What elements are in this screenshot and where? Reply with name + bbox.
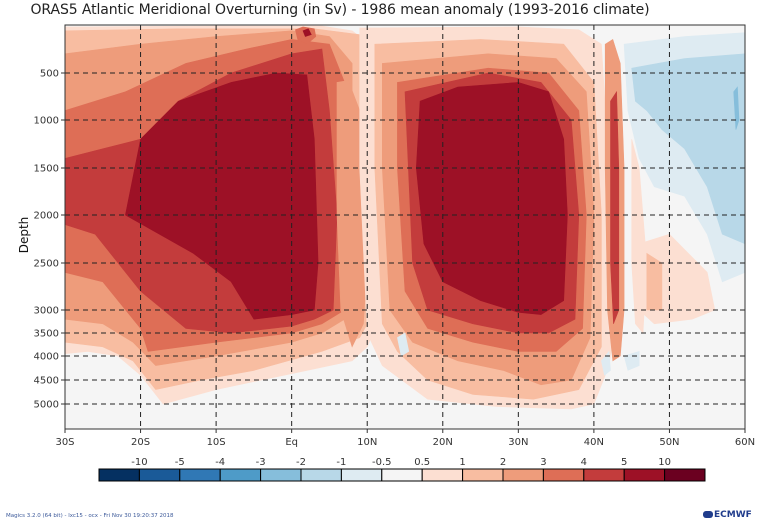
- y-tick-label: 4000: [34, 352, 59, 363]
- x-tick-label: 20S: [131, 437, 150, 448]
- y-tick-label: 1000: [34, 116, 59, 127]
- contour-subpolar-neg-1: [631, 53, 745, 245]
- contour-deep-neg-15n: [397, 332, 410, 357]
- colorbar-label: -3: [256, 457, 266, 468]
- colorbar-label: 2: [500, 457, 506, 468]
- ecmwf-logo-text: ECMWF: [714, 510, 752, 520]
- y-tick-label: 3000: [34, 306, 59, 317]
- x-tick-label: 30S: [55, 437, 74, 448]
- y-tick-label: 1500: [34, 164, 59, 175]
- plot-frame: [64, 24, 746, 430]
- contour-deep-neg-41n: [601, 350, 611, 376]
- colorbar-label: -10: [131, 457, 147, 468]
- x-tick-label: 10S: [207, 437, 226, 448]
- y-tick-label: 500: [40, 69, 59, 80]
- colorbar-label: -1: [336, 457, 346, 468]
- colorbar: -10 -5 -4 -3 -2 -1 -0.5 0.5 1 2 3 4 5 10: [98, 457, 706, 482]
- colorbar-label: -4: [215, 457, 225, 468]
- x-tick-label: 20N: [433, 437, 453, 448]
- colorbar-label: -0.5: [372, 457, 392, 468]
- x-tick-label: 40N: [584, 437, 604, 448]
- contour-40n-core: [610, 90, 620, 324]
- x-axis: 30S 20S 10S Eq 10N 20N 30N 40N 50N 60N: [55, 429, 755, 448]
- colorbar-label: 0.5: [414, 457, 430, 468]
- colorbar-label: 5: [621, 457, 627, 468]
- x-tick-label: 10N: [357, 437, 377, 448]
- colorbar-swatch: [462, 468, 504, 482]
- colorbar-swatch: [138, 468, 181, 482]
- colorbar-swatch: [421, 468, 464, 482]
- y-tick-label: 2000: [34, 211, 59, 222]
- colorbar-label: -5: [175, 457, 185, 468]
- colorbar-swatch: [542, 468, 585, 482]
- colorbar-swatch: [502, 468, 544, 482]
- colorbar-swatch: [583, 468, 625, 482]
- y-axis: 500 1000 1500 2000 2500 3000 3500 4000 4500 5000: [34, 69, 65, 411]
- contour-eq-surface-5: [302, 28, 312, 37]
- colorbar-label: -2: [296, 457, 306, 468]
- x-tick-label: Eq: [285, 437, 298, 448]
- x-tick-label: 30N: [508, 437, 528, 448]
- colorbar-swatch: [98, 468, 140, 482]
- y-tick-label: 5000: [34, 400, 59, 411]
- colorbar-swatch: [300, 468, 342, 482]
- colorbar-swatch: [623, 468, 666, 482]
- colorbar-label: 4: [581, 457, 587, 468]
- colorbar-swatch: [260, 468, 302, 482]
- chart-title: ORAS5 Atlantic Meridional Overturning (i…: [30, 2, 650, 18]
- contour-subpolar-neg-2: [733, 86, 740, 130]
- grid-lines: [65, 25, 745, 429]
- y-tick-label: 3500: [34, 329, 59, 340]
- contour-subpolar-deep-1: [646, 252, 663, 311]
- colorbar-label: 10: [658, 457, 671, 468]
- colorbar-label: 3: [540, 457, 546, 468]
- contour-north-5: [415, 82, 568, 315]
- colorbar-swatch: [381, 468, 423, 482]
- colorbar-swatch: [179, 468, 221, 482]
- ecmwf-logo: ECMWF: [703, 510, 752, 520]
- colorbar-swatch: [340, 468, 383, 482]
- x-tick-label: 50N: [659, 437, 679, 448]
- x-tick-label: 60N: [735, 437, 755, 448]
- y-tick-label: 2500: [34, 259, 59, 270]
- colorbar-label: 1: [459, 457, 465, 468]
- y-tick-label: 4500: [34, 376, 59, 387]
- colorbar-swatch: [664, 468, 706, 482]
- footer-software-info: Magics 3.2.0 (64 bit) - lxc15 - ocx - Fr…: [6, 513, 174, 519]
- ecmwf-logo-icon: [703, 511, 713, 518]
- contour-south-5: [125, 72, 319, 320]
- y-axis-title: Depth: [17, 217, 31, 254]
- colorbar-swatch: [219, 468, 262, 482]
